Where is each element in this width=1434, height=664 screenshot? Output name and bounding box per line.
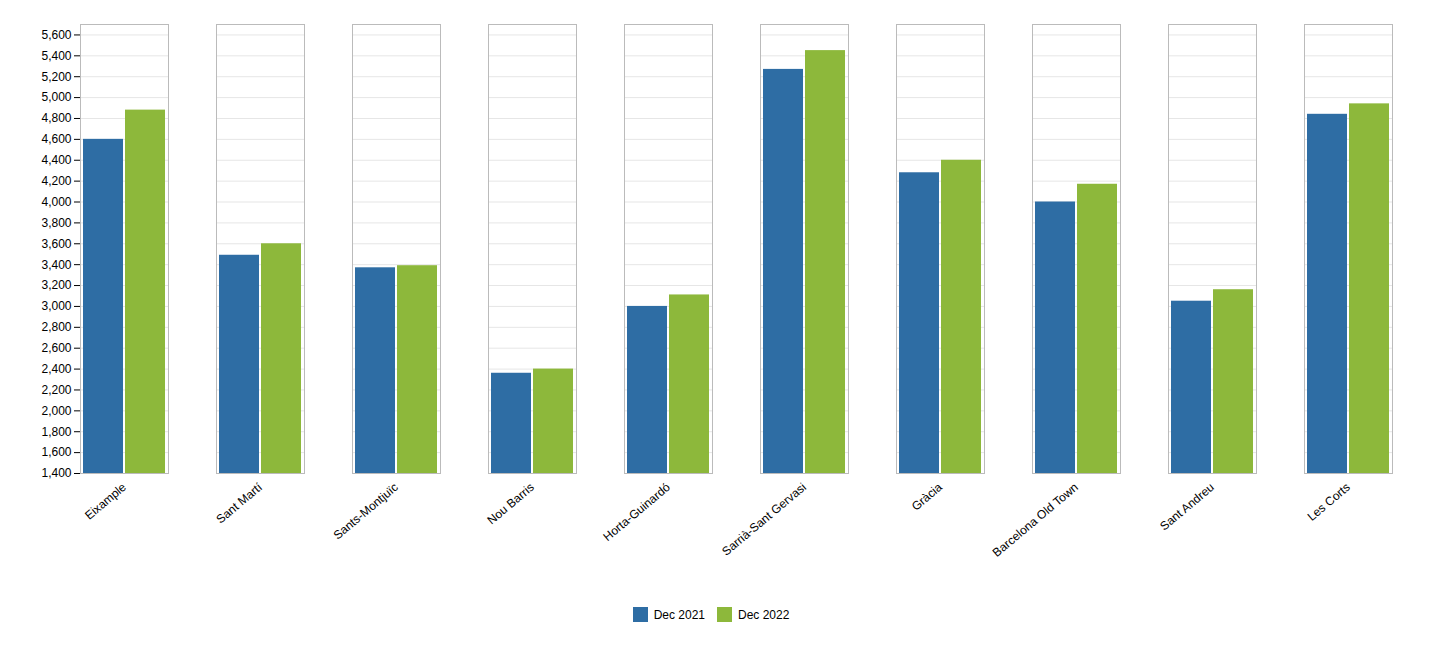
svg-text:Horta-Guinardó: Horta-Guinardó (601, 480, 674, 544)
svg-text:5,400: 5,400 (41, 49, 71, 63)
svg-text:4,000: 4,000 (41, 195, 71, 209)
svg-text:Sant Martí: Sant Martí (213, 480, 265, 527)
html-text:Dec 2022: Dec 2022 (738, 607, 790, 622)
svg-text:4,200: 4,200 (41, 174, 71, 188)
svg-text:4,800: 4,800 (41, 111, 71, 125)
svg-text:3,600: 3,600 (41, 237, 71, 251)
svg-text:Sarrià-Sant Gervasi: Sarrià-Sant Gervasi (719, 480, 809, 558)
svg-text:2,000: 2,000 (41, 404, 71, 418)
svg-text:Nou Barris: Nou Barris (484, 480, 536, 527)
svg-text:4,600: 4,600 (41, 132, 71, 146)
svg-text:5,200: 5,200 (41, 70, 71, 84)
svg-text:2,600: 2,600 (41, 341, 71, 355)
svg-text:2,200: 2,200 (41, 383, 71, 397)
svg-text:3,000: 3,000 (41, 299, 71, 313)
svg-text:1,400: 1,400 (41, 466, 71, 480)
svg-text:1,800: 1,800 (41, 425, 71, 439)
svg-text:4,400: 4,400 (41, 153, 71, 167)
svg-text:5,000: 5,000 (41, 90, 71, 104)
svg-text:2,400: 2,400 (41, 362, 71, 376)
svg-text:Sants-Montjuïc: Sants-Montjuïc (331, 480, 401, 542)
svg-text:3,800: 3,800 (41, 216, 71, 230)
svg-text:5,600: 5,600 (41, 28, 71, 42)
svg-text:2,800: 2,800 (41, 320, 71, 334)
svg-text:Gràcia: Gràcia (909, 480, 945, 514)
html-text:Dec 2021: Dec 2021 (653, 607, 705, 622)
svg-text:Eixample: Eixample (82, 480, 129, 523)
svg-text:1,600: 1,600 (41, 445, 71, 459)
svg-text:Barcelona Old Town: Barcelona Old Town (990, 480, 1081, 560)
svg-text:Sant Andreu: Sant Andreu (1157, 480, 1217, 533)
svg-text:3,400: 3,400 (41, 258, 71, 272)
svg-text:3,200: 3,200 (41, 278, 71, 292)
svg-text:Les Corts: Les Corts (1305, 480, 1353, 524)
